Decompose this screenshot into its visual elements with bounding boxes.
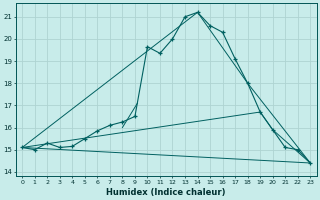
X-axis label: Humidex (Indice chaleur): Humidex (Indice chaleur): [107, 188, 226, 197]
